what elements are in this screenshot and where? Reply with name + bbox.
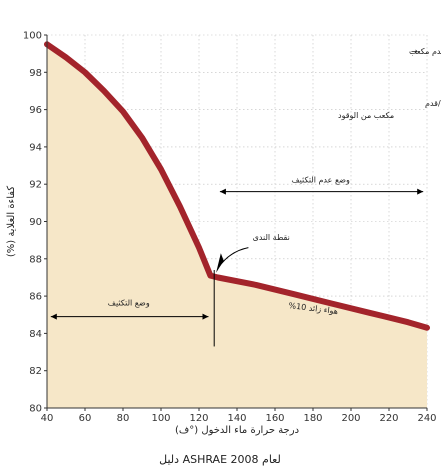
y-tick-label: 96 bbox=[29, 105, 42, 116]
stoichiometric-air-note-line2: مكعب من الوقود bbox=[338, 111, 394, 120]
x-tick-label: 200 bbox=[341, 413, 360, 424]
y-tick-label: 92 bbox=[29, 180, 42, 191]
y-tick-label: 82 bbox=[29, 366, 42, 377]
arrow-head bbox=[216, 253, 224, 273]
x-tick-label: 180 bbox=[303, 413, 322, 424]
non-condensing-label: وضع عدم التكثيف bbox=[291, 175, 350, 184]
x-tick-label: 240 bbox=[417, 413, 436, 424]
arrow-icon: → bbox=[411, 47, 418, 56]
y-tick-label: 90 bbox=[29, 217, 42, 228]
y-tick-label: 98 bbox=[29, 68, 42, 79]
x-axis-label: درجة حرارة ماء الدخول (°ف) bbox=[175, 425, 299, 436]
arrow-head bbox=[50, 313, 57, 320]
x-tick-label: 100 bbox=[151, 413, 170, 424]
condensing-label: وضع التكثيف bbox=[108, 298, 150, 307]
tick-labels: 40 60 80 100 120 140 160 180 200 220 240 80 82 84 86 88… bbox=[23, 31, 437, 425]
arrow-head bbox=[417, 188, 424, 195]
x-tick-label: 220 bbox=[379, 413, 398, 424]
natural-gas-note: الغاز الطبيعي = 1050 وحدة حرارية بريطاني… bbox=[409, 47, 441, 56]
dew-point-label: نقطة الندى bbox=[253, 233, 290, 242]
y-tick-label: 86 bbox=[29, 292, 42, 303]
arrow-head bbox=[219, 188, 226, 195]
x-tick-label: 160 bbox=[265, 413, 284, 424]
y-tick-label: 94 bbox=[29, 142, 42, 153]
efficiency-area-fill bbox=[47, 44, 427, 409]
arrow-head bbox=[202, 313, 209, 320]
x-tick-label: 80 bbox=[117, 413, 130, 424]
efficiency-curve bbox=[44, 41, 430, 331]
x-tick-label: 40 bbox=[41, 413, 54, 424]
annotations: الغاز الطبيعي = 1050 وحدة حرارية بريطاني… bbox=[50, 47, 441, 347]
y-tick-label: 88 bbox=[29, 254, 42, 265]
stoichiometric-air-note-line1: لهواء المتكافئ كيميائياً = 17.24 رطل/رطل… bbox=[425, 97, 441, 108]
y-tick-label: 100 bbox=[23, 31, 42, 42]
x-tick-label: 60 bbox=[79, 413, 92, 424]
x-tick-label: 140 bbox=[227, 413, 246, 424]
y-tick-label: 80 bbox=[29, 404, 42, 415]
x-tick-label: 120 bbox=[189, 413, 208, 424]
source-caption: لعام ASHRAE 2008 دليل bbox=[159, 453, 281, 466]
y-axis-label: كفاءة الغلاية (%) bbox=[6, 186, 17, 257]
y-tick-label: 84 bbox=[29, 329, 42, 340]
